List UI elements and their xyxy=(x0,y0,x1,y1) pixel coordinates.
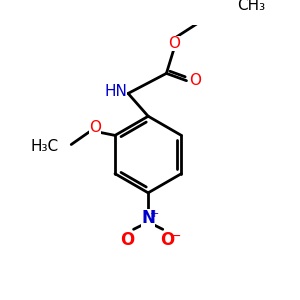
Text: HN: HN xyxy=(104,84,127,99)
Text: H₃C: H₃C xyxy=(30,139,58,154)
Text: O: O xyxy=(190,73,202,88)
Text: CH₃: CH₃ xyxy=(238,0,266,14)
Text: +: + xyxy=(150,209,159,219)
Text: O: O xyxy=(89,120,101,135)
Text: O: O xyxy=(160,231,174,249)
Text: O: O xyxy=(168,36,180,51)
Text: −: − xyxy=(170,230,181,243)
Text: O: O xyxy=(120,231,134,249)
Text: N: N xyxy=(141,209,155,227)
